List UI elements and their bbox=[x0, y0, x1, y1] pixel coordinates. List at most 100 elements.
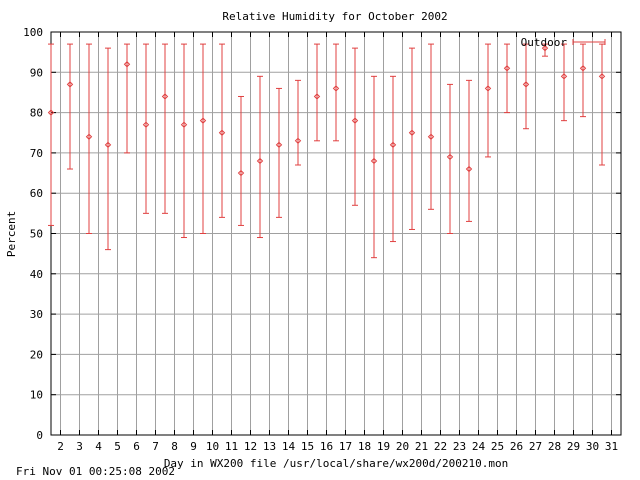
error-bar-8 bbox=[199, 43, 207, 234]
tick-label-y-90: 90 bbox=[30, 66, 43, 79]
error-bar-19 bbox=[408, 47, 416, 230]
tick-label-y-40: 40 bbox=[30, 268, 43, 281]
error-bar-23 bbox=[484, 43, 492, 158]
tick-label-x-5: 5 bbox=[114, 440, 121, 453]
tick-label-x-26: 26 bbox=[510, 440, 523, 453]
tick-label-x-20: 20 bbox=[396, 440, 409, 453]
tick-label-y-10: 10 bbox=[30, 389, 43, 402]
error-bar-14 bbox=[313, 43, 321, 142]
tick-label-x-13: 13 bbox=[263, 440, 276, 453]
legend-label: Outdoor bbox=[521, 36, 568, 49]
tick-label-x-28: 28 bbox=[548, 440, 561, 453]
tick-label-x-4: 4 bbox=[95, 440, 102, 453]
data-point bbox=[560, 73, 568, 80]
tick-label-x-8: 8 bbox=[171, 440, 178, 453]
series-outdoor bbox=[47, 43, 606, 259]
error-bar-13 bbox=[294, 79, 302, 166]
tick-label-x-30: 30 bbox=[586, 440, 599, 453]
error-bar-18 bbox=[389, 75, 397, 243]
data-point bbox=[142, 121, 150, 128]
tick-label-x-19: 19 bbox=[377, 440, 390, 453]
tick-label-x-15: 15 bbox=[301, 440, 314, 453]
tick-label-y-20: 20 bbox=[30, 348, 43, 361]
tick-label-x-3: 3 bbox=[76, 440, 83, 453]
data-point bbox=[237, 169, 245, 177]
data-point bbox=[199, 117, 207, 124]
data-point bbox=[503, 65, 511, 72]
error-bar-24 bbox=[503, 43, 511, 114]
tick-label-y-80: 80 bbox=[30, 107, 43, 120]
data-point bbox=[85, 133, 93, 140]
plot-area-border bbox=[50, 31, 622, 436]
error-bar-4 bbox=[123, 43, 131, 154]
tick-label-x-27: 27 bbox=[529, 440, 542, 453]
tick-label-x-18: 18 bbox=[358, 440, 371, 453]
data-point bbox=[275, 141, 283, 149]
error-bar-21 bbox=[446, 83, 454, 234]
data-point bbox=[598, 73, 606, 80]
error-bar-12 bbox=[275, 87, 283, 218]
tick-label-x-24: 24 bbox=[472, 440, 486, 453]
error-bar-10 bbox=[237, 95, 245, 226]
error-bar-26 bbox=[541, 43, 549, 57]
data-point bbox=[484, 85, 492, 92]
tick-label-y-60: 60 bbox=[30, 187, 43, 200]
data-point bbox=[180, 121, 188, 128]
tick-label-x-11: 11 bbox=[225, 440, 238, 453]
data-point bbox=[522, 81, 530, 88]
data-point bbox=[332, 85, 340, 92]
error-bar-22 bbox=[465, 79, 473, 222]
data-point bbox=[541, 44, 549, 52]
x-axis-label: Day in WX200 file /usr/local/share/wx200… bbox=[164, 457, 508, 470]
error-bar-0 bbox=[47, 43, 55, 226]
tick-label-y-30: 30 bbox=[30, 308, 43, 321]
data-point bbox=[389, 141, 397, 149]
error-bar-15 bbox=[332, 43, 340, 142]
data-point bbox=[161, 93, 169, 100]
data-point bbox=[465, 165, 473, 173]
error-bar-9 bbox=[218, 43, 226, 218]
tick-label-y-50: 50 bbox=[30, 228, 43, 241]
data-point bbox=[313, 93, 321, 100]
data-point bbox=[370, 157, 378, 165]
tick-label-x-10: 10 bbox=[206, 440, 219, 453]
data-point bbox=[408, 129, 416, 136]
tick-label-x-25: 25 bbox=[491, 440, 504, 453]
footer-timestamp: Fri Nov 01 00:25:08 2002 bbox=[16, 465, 175, 478]
data-point bbox=[579, 65, 587, 72]
data-point bbox=[446, 153, 454, 161]
error-bar-11 bbox=[256, 75, 264, 239]
tick-label-y-70: 70 bbox=[30, 147, 43, 160]
error-bar-3 bbox=[104, 47, 112, 251]
tick-label-y-0: 0 bbox=[36, 429, 43, 442]
data-point bbox=[427, 133, 435, 140]
data-point bbox=[218, 129, 226, 136]
tick-label-x-17: 17 bbox=[339, 440, 352, 453]
tick-label-x-7: 7 bbox=[152, 440, 159, 453]
data-point bbox=[66, 81, 74, 88]
data-point bbox=[104, 141, 112, 149]
tick-label-x-14: 14 bbox=[282, 440, 296, 453]
error-bar-25 bbox=[522, 43, 530, 130]
y-axis-label: Percent bbox=[5, 211, 18, 257]
tick-label-x-16: 16 bbox=[320, 440, 333, 453]
data-point bbox=[47, 109, 55, 116]
error-bar-16 bbox=[351, 47, 359, 206]
tick-label-x-29: 29 bbox=[567, 440, 580, 453]
tick-label-x-31: 31 bbox=[605, 440, 618, 453]
data-point bbox=[256, 157, 264, 165]
error-bar-17 bbox=[370, 75, 378, 259]
error-bar-27 bbox=[560, 43, 568, 122]
error-bar-29 bbox=[598, 43, 606, 166]
tick-label-x-12: 12 bbox=[244, 440, 257, 453]
data-point bbox=[123, 61, 131, 68]
tick-label-x-2: 2 bbox=[57, 440, 64, 453]
error-bar-7 bbox=[180, 43, 188, 239]
legend: Outdoor bbox=[521, 36, 606, 49]
error-bar-6 bbox=[161, 43, 169, 214]
chart-title: Relative Humidity for October 2002 bbox=[222, 10, 447, 23]
tick-label-x-22: 22 bbox=[434, 440, 447, 453]
error-bar-1 bbox=[66, 43, 74, 170]
